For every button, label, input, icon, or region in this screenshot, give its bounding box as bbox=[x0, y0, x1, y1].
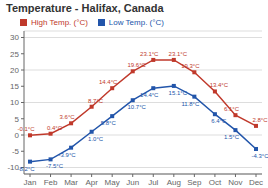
html-text:Low Temp. (°C): Low Temp. (°C) bbox=[108, 18, 164, 27]
svg-text:Oct: Oct bbox=[209, 178, 222, 187]
svg-text:20: 20 bbox=[10, 66, 19, 75]
svg-text:11.8°C: 11.8°C bbox=[181, 101, 200, 107]
svg-text:Jul: Jul bbox=[148, 178, 158, 187]
svg-text:6.1°C: 6.1°C bbox=[224, 106, 240, 112]
svg-text:14.4°C: 14.4°C bbox=[140, 92, 159, 98]
svg-text:-8.2°C: -8.2°C bbox=[17, 166, 35, 172]
svg-text:-3.9°C: -3.9°C bbox=[59, 152, 77, 158]
svg-text:1.0°C: 1.0°C bbox=[88, 136, 104, 142]
svg-text:25: 25 bbox=[10, 50, 19, 59]
svg-text:-0.1°C: -0.1°C bbox=[17, 126, 35, 132]
svg-text:May: May bbox=[105, 178, 120, 187]
svg-text:13.4°C: 13.4°C bbox=[210, 82, 229, 88]
svg-text:Aug: Aug bbox=[167, 178, 181, 187]
svg-text:Apr: Apr bbox=[85, 178, 98, 187]
svg-text:Nov: Nov bbox=[228, 178, 242, 187]
svg-text:-5: -5 bbox=[12, 147, 20, 156]
svg-text:-7.5°C: -7.5°C bbox=[46, 163, 64, 169]
svg-text:10: 10 bbox=[10, 98, 19, 107]
svg-text:0.4°C: 0.4°C bbox=[47, 125, 63, 131]
svg-text:Feb: Feb bbox=[44, 178, 58, 187]
svg-text:5.8°C: 5.8°C bbox=[101, 120, 117, 126]
svg-text:-4.3°C: -4.3°C bbox=[251, 153, 260, 159]
svg-text:15: 15 bbox=[10, 82, 19, 91]
svg-text:Jan: Jan bbox=[24, 178, 37, 187]
svg-text:1.5°C: 1.5°C bbox=[224, 134, 240, 140]
svg-text:3.6°C: 3.6°C bbox=[60, 114, 76, 120]
svg-text:2.8°C: 2.8°C bbox=[252, 117, 260, 123]
html-text:Temperature - Halifax, Canada: Temperature - Halifax, Canada bbox=[6, 2, 164, 14]
svg-text:Sep: Sep bbox=[187, 178, 202, 187]
svg-text:5: 5 bbox=[15, 115, 20, 124]
svg-text:23.1°C: 23.1°C bbox=[140, 51, 159, 57]
svg-text:23.1°C: 23.1°C bbox=[169, 51, 188, 57]
svg-text:10.7°C: 10.7°C bbox=[128, 104, 147, 110]
svg-text:8.7°C: 8.7°C bbox=[88, 98, 104, 104]
svg-text:19.3°C: 19.3°C bbox=[181, 63, 200, 69]
svg-text:30: 30 bbox=[10, 33, 19, 42]
svg-text:Jun: Jun bbox=[126, 178, 139, 187]
svg-text:14.4°C: 14.4°C bbox=[99, 79, 118, 85]
svg-text:Mar: Mar bbox=[64, 178, 78, 187]
svg-text:Dec: Dec bbox=[249, 178, 260, 187]
svg-text:0: 0 bbox=[14, 130, 19, 140]
svg-text:19.6°C: 19.6°C bbox=[128, 62, 147, 68]
svg-text:15.1°C: 15.1°C bbox=[169, 90, 188, 96]
svg-text:6.4°C: 6.4°C bbox=[211, 118, 227, 124]
html-text:High Temp. (°C): High Temp. (°C) bbox=[31, 18, 88, 27]
